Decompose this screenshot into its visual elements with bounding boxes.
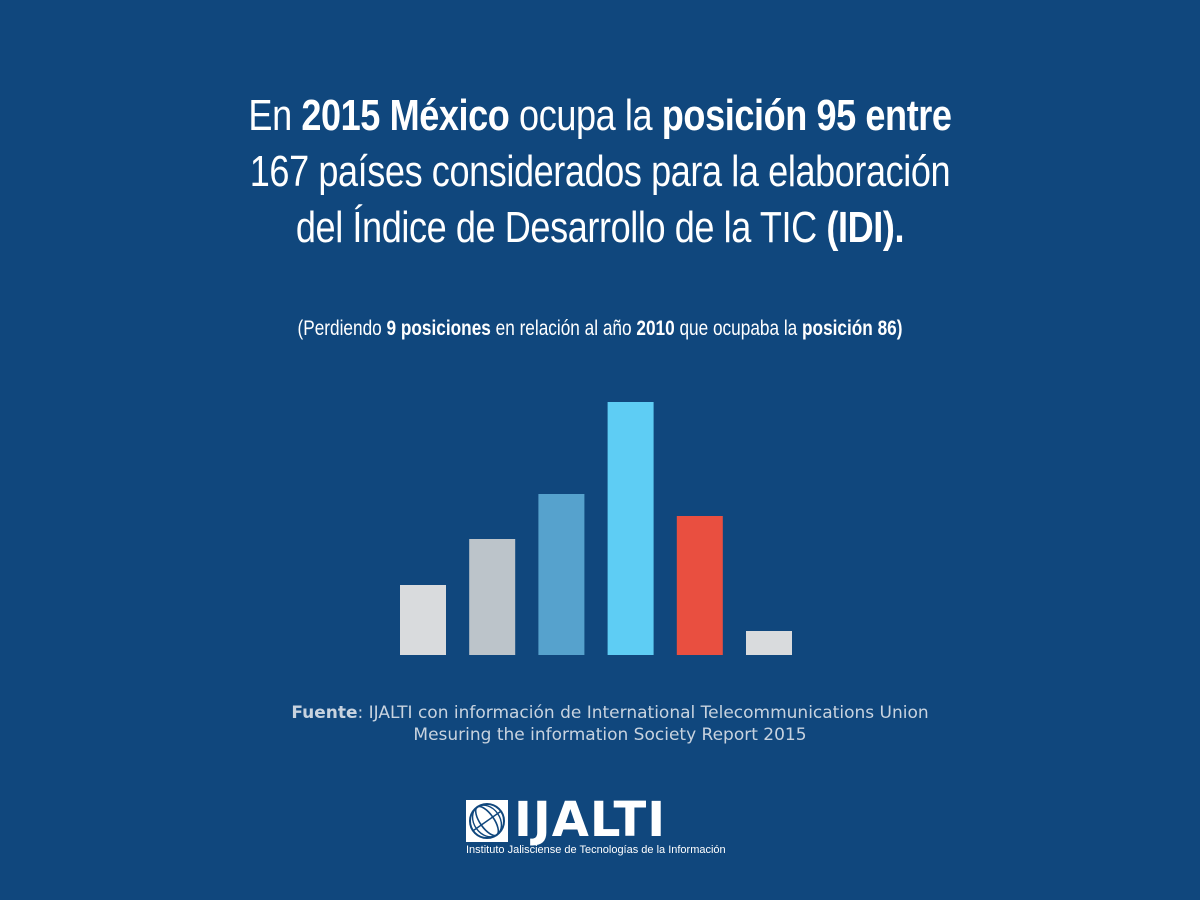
headline-line-2: 167 países considerados para la elaborac… [249, 147, 951, 196]
subheadline-emphasis: 9 posiciones [386, 317, 491, 340]
logo-tagline: Instituto Jalisciense de Tecnologías de … [466, 844, 726, 856]
bar-chart [400, 402, 792, 655]
headline-line-1: En 2015 México ocupa la posición 95 entr… [190, 88, 1010, 144]
ijalti-logo: IJALTI Instituto Jalisciense de Tecnolog… [466, 794, 736, 860]
source-text: : IJALTI con información de Internationa… [357, 703, 929, 723]
bar-4 [607, 402, 654, 655]
subheadline-text: en relación al año [490, 317, 637, 340]
source-note: Fuente: IJALTI con información de Intern… [200, 702, 1020, 746]
subheadline-emphasis: 2010 [636, 317, 675, 340]
headline-line-3: del Índice de Desarrollo de la TIC (IDI)… [190, 200, 1010, 256]
subheadline-text: que ocupaba la [674, 317, 803, 340]
headline-text: ocupa la [509, 91, 662, 140]
subheadline-text: (Perdiendo [297, 317, 387, 340]
bar-2 [469, 539, 516, 655]
headline-text: del Índice de Desarrollo de la TIC [295, 203, 827, 252]
headline-emphasis: posición 95 entre [661, 91, 952, 140]
source-line-2: Mesuring the information Society Report … [413, 725, 807, 745]
bar-1 [400, 585, 446, 655]
bar-3 [538, 494, 585, 655]
headline-emphasis: 2015 México [301, 91, 510, 140]
source-line-1: Fuente: IJALTI con información de Intern… [200, 702, 1020, 724]
logo-wordmark: IJALTI [514, 792, 667, 848]
subheadline: (Perdiendo 9 posiciones en relación al a… [190, 314, 1010, 344]
bar-5 [676, 516, 723, 655]
bar-6 [746, 631, 792, 655]
headline-text: En [248, 91, 302, 140]
headline: En 2015 México ocupa la posición 95 entr… [190, 88, 1010, 256]
subheadline-emphasis: posición 86) [802, 317, 903, 340]
headline-emphasis: (IDI). [826, 203, 905, 252]
globe-icon [466, 800, 508, 842]
source-label: Fuente [291, 703, 358, 723]
